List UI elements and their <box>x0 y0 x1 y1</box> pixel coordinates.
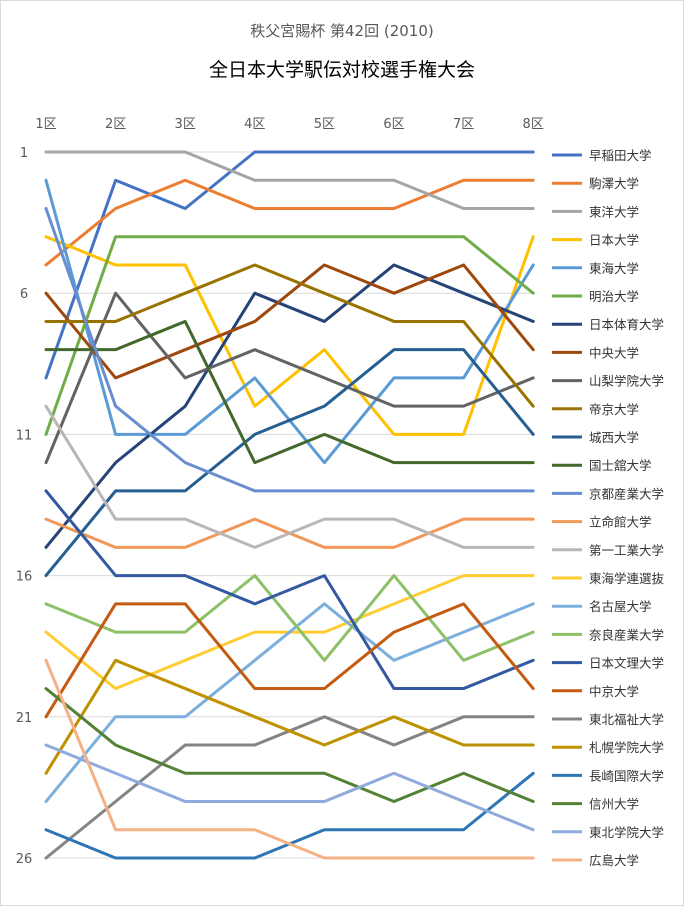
series-line-24 <box>44 687 535 804</box>
series-line-10 <box>44 263 535 408</box>
legend: 早稲田大学駒澤大学東洋大学日本大学東海大学明治大学日本体育大学中央大学山梨学院大… <box>552 148 665 868</box>
legend-label: 明治大学 <box>589 289 639 304</box>
x-tick-label: 4区 <box>244 117 265 132</box>
legend-label: 日本文理大学 <box>589 656 664 671</box>
legend-label: 札幌学院大学 <box>589 740 664 755</box>
y-tick-label: 16 <box>16 570 33 585</box>
legend-label: 奈良産業大学 <box>589 627 664 642</box>
x-tick-label: 2区 <box>105 117 126 132</box>
series-line-25 <box>44 743 535 832</box>
series-line-11 <box>44 348 535 578</box>
legend-label: 中京大学 <box>589 684 639 699</box>
series-line-2 <box>44 178 535 267</box>
chart-title-line2: 全日本大学駅伝対校選手権大会 <box>209 59 475 81</box>
series-line-9 <box>44 291 535 465</box>
series-line-8 <box>44 263 535 380</box>
x-tick-label: 3区 <box>175 117 196 132</box>
series-line-18 <box>44 574 535 662</box>
legend-label: 東洋大学 <box>589 204 639 219</box>
series-line-3 <box>44 150 535 210</box>
legend-label: 駒澤大学 <box>589 176 639 191</box>
legend-label: 東海学連選抜 <box>589 571 665 586</box>
x-tick-label: 5区 <box>314 117 335 132</box>
series-line-12 <box>44 319 535 465</box>
x-tick-label: 6区 <box>383 117 404 132</box>
legend-label: 国士舘大学 <box>589 458 652 473</box>
legend-label: 日本体育大学 <box>589 317 664 332</box>
x-axis-ticks: 1区 2区 3区 4区 5区 6区 7区 8区 <box>35 117 543 132</box>
legend-label: 長崎国際大学 <box>589 768 664 783</box>
legend-label: 立命館大学 <box>589 515 652 530</box>
series-line-6 <box>44 235 535 436</box>
series-line-1 <box>44 150 535 380</box>
legend-label: 早稲田大学 <box>589 148 652 163</box>
legend-label: 東北学院大学 <box>589 825 664 840</box>
series-line-20 <box>44 602 535 719</box>
y-tick-label: 21 <box>16 711 33 726</box>
legend-label: 京都産業大学 <box>589 486 664 501</box>
gridlines <box>46 151 534 859</box>
legend-label: 信州大学 <box>589 797 639 812</box>
series-line-4 <box>44 235 535 436</box>
x-tick-label: 7区 <box>453 117 474 132</box>
series-line-19 <box>44 489 535 691</box>
legend-label: 帝京大学 <box>589 402 639 417</box>
x-tick-label: 8区 <box>523 117 544 132</box>
series-line-22 <box>44 658 535 775</box>
y-tick-label: 11 <box>16 428 33 443</box>
legend-label: 東海大学 <box>589 261 639 276</box>
series-line-21 <box>44 715 535 860</box>
series-line-26 <box>44 658 535 860</box>
x-tick-label: 1区 <box>35 117 56 132</box>
legend-label: 第一工業大学 <box>589 543 664 558</box>
y-tick-label: 1 <box>20 146 28 161</box>
series-line-15 <box>44 404 535 549</box>
series-line-7 <box>44 263 535 549</box>
series-line-13 <box>44 206 535 493</box>
y-tick-label: 26 <box>16 852 33 867</box>
legend-label: 東北福祉大学 <box>589 712 664 727</box>
chart-title-line1: 秩父宮賜杯 第42回 (2010) <box>250 22 434 40</box>
legend-label: 名古屋大学 <box>589 599 652 614</box>
legend-label: 城西大学 <box>589 430 639 445</box>
series-lines <box>44 150 535 860</box>
legend-label: 日本大学 <box>589 233 639 248</box>
legend-label: 広島大学 <box>589 853 639 868</box>
legend-label: 山梨学院大学 <box>589 374 664 389</box>
series-line-17 <box>44 602 535 804</box>
y-tick-label: 6 <box>20 287 28 302</box>
legend-label: 中央大学 <box>589 345 639 360</box>
